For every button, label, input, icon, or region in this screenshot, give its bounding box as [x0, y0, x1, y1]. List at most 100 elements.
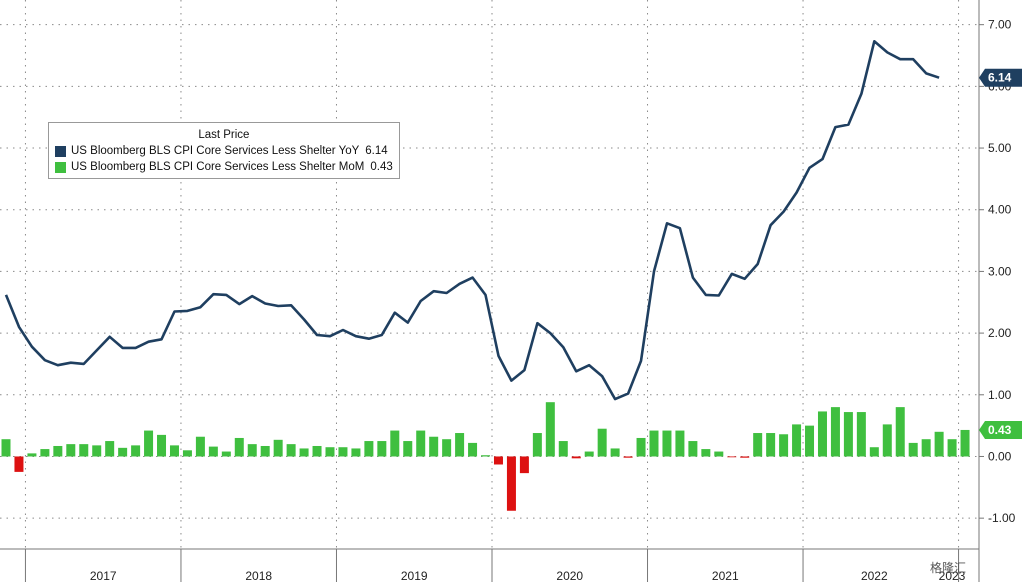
mom-bar: [105, 441, 115, 457]
mom-bar: [144, 430, 154, 457]
legend-swatch-mom: [55, 161, 66, 173]
mom-bar: [169, 445, 179, 457]
mom-bar: [79, 444, 89, 457]
legend-value-yoy: 6.14: [365, 145, 388, 157]
legend-entry-yoy: US Bloomberg BLS CPI Core Services Less …: [55, 143, 393, 159]
mom-bar: [182, 450, 192, 457]
watermark-text: 格隆汇: [929, 561, 966, 575]
mom-bar: [714, 451, 724, 457]
mom-bar: [338, 447, 348, 457]
mom-bar: [882, 424, 892, 457]
y-tick-label: 0.00: [988, 449, 1012, 463]
mom-bar: [649, 430, 659, 457]
mom-bar: [390, 430, 400, 457]
mom-bar: [14, 456, 24, 472]
mom-bar: [131, 445, 141, 457]
legend-label-mom: US Bloomberg BLS CPI Core Services Less …: [71, 161, 365, 173]
mom-bar: [455, 433, 465, 457]
mom-last-value-tag-bg: [979, 420, 1022, 439]
mom-bar: [856, 412, 866, 457]
mom-bars: [1, 402, 970, 511]
mom-bar: [351, 448, 361, 457]
mom-bar: [830, 407, 840, 457]
mom-bar: [468, 442, 478, 457]
mom-bar: [908, 442, 918, 457]
mom-bar: [299, 448, 309, 457]
mom-bar: [779, 434, 789, 457]
mom-bar: [805, 425, 815, 457]
mom-bar: [701, 449, 711, 457]
mom-bar: [947, 439, 957, 457]
mom-bar: [558, 441, 568, 457]
mom-bar: [817, 411, 827, 457]
mom-bar: [40, 449, 50, 457]
mom-bar: [519, 456, 529, 474]
mom-bar: [636, 437, 646, 457]
mom-bar: [234, 437, 244, 457]
mom-bar: [208, 446, 218, 457]
mom-bar: [1, 439, 11, 457]
mom-bar: [792, 424, 802, 457]
mom-bar: [221, 451, 231, 457]
legend-title: Last Price: [198, 129, 250, 141]
mom-bar: [92, 445, 102, 457]
last-value-tags: 6.14 0.43: [979, 68, 1022, 439]
x-year-label: 2018: [245, 569, 272, 582]
x-year-label: 2023: [939, 569, 966, 582]
mom-bar: [584, 451, 594, 457]
mom-bar: [195, 436, 205, 457]
x-year-label: 2019: [401, 569, 428, 582]
mom-bar: [53, 445, 63, 457]
y-tick-label: 1.00: [988, 388, 1012, 402]
y-tick-label: 4.00: [988, 203, 1012, 217]
mom-bar: [610, 448, 620, 457]
mom-bar: [843, 412, 853, 457]
mom-bar: [493, 456, 503, 465]
mom-bar: [260, 445, 270, 457]
mom-bar: [869, 447, 879, 457]
x-year-label: 2021: [712, 569, 739, 582]
mom-bar: [481, 455, 491, 457]
mom-bar: [247, 444, 257, 457]
yoy-last-value-tag-bg: [979, 68, 1022, 87]
x-year-label: 2020: [556, 569, 583, 582]
mom-bar: [740, 456, 750, 458]
mom-bar: [403, 441, 413, 457]
legend-value-mom: 0.43: [370, 161, 393, 173]
mom-bar: [688, 441, 698, 457]
x-axis-years: 2017 2018 2019 2020 2021 2022 2023: [24, 549, 966, 582]
chart-legend: Last Price US Bloomberg BLS CPI Core Ser…: [48, 122, 400, 179]
mom-bar: [753, 433, 763, 457]
mom-bar: [532, 433, 542, 457]
y-axis-ticks: -1.000.001.002.003.004.005.006.007.00: [979, 18, 1016, 525]
y-tick-label: 5.00: [988, 141, 1012, 155]
mom-bar: [364, 441, 374, 457]
mom-bar: [27, 453, 37, 457]
x-year-label: 2022: [861, 569, 888, 582]
mom-bar: [118, 447, 128, 457]
mom-bar: [662, 430, 672, 457]
mom-bar: [273, 439, 283, 457]
legend-swatch-yoy: [55, 145, 66, 157]
y-tick-label: 7.00: [988, 18, 1012, 32]
mom-bar: [766, 433, 776, 457]
mom-bar: [727, 456, 737, 458]
mom-bar: [597, 428, 607, 457]
mom-bar: [506, 456, 516, 511]
mom-bar: [429, 436, 439, 457]
y-tick-label: 3.00: [988, 264, 1012, 278]
mom-bar: [675, 430, 685, 457]
chart-gridlines: [0, 0, 979, 549]
mom-bar: [286, 444, 296, 457]
yoy-line: [4, 40, 940, 401]
mom-bar: [571, 456, 581, 459]
legend-label-yoy: US Bloomberg BLS CPI Core Services Less …: [71, 145, 360, 157]
y-tick-label: 2.00: [988, 326, 1012, 340]
mom-last-value-tag-text: 0.43: [988, 423, 1012, 437]
mom-bar: [416, 430, 426, 457]
mom-bar: [325, 447, 335, 457]
mom-bar: [312, 445, 322, 457]
mom-bar: [895, 407, 905, 457]
yoy-last-value-tag-text: 6.14: [988, 71, 1012, 85]
